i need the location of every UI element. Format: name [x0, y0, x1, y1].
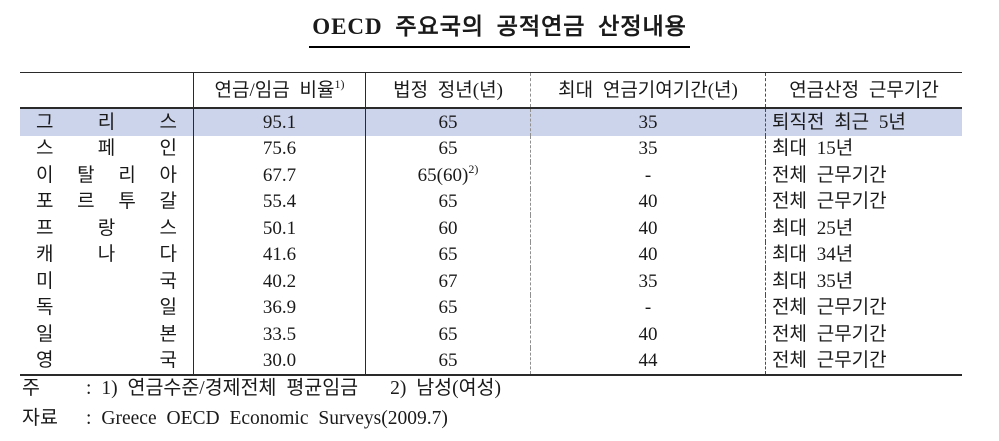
cell-max-contrib: 40 [530, 188, 765, 215]
header-ratio-label: 연금/임금 비율 [214, 79, 335, 101]
note-text-1: 1) 연금수준/경제전체 평균임금 [101, 378, 359, 399]
cell-retire-age: 65(60) 2) [365, 162, 530, 189]
header-retire-age: 법정 정년(년) [365, 73, 530, 107]
cell-retire-age: 60 [365, 215, 530, 242]
cell-ratio: 95.1 [193, 109, 365, 136]
cell-retire-age: 65 [365, 135, 530, 162]
cell-period: 퇴직전 최근 5년 [765, 109, 962, 136]
title-wrap: OECD 주요국의 공적연금 산정내용 [0, 7, 999, 48]
note-label: 주 [22, 378, 40, 399]
cell-retire-age: 65 [365, 188, 530, 215]
header-country [20, 73, 193, 107]
cell-max-contrib: 35 [530, 268, 765, 295]
cell-max-contrib: 35 [530, 135, 765, 162]
note-text-2: 2) 남성(여성) [390, 378, 501, 399]
cell-max-contrib: 40 [530, 215, 765, 242]
cell-period: 전체 근무기간 [765, 188, 962, 215]
cell-period: 최대 35년 [765, 268, 962, 295]
source-line: 자료: Greece OECD Economic Surveys(2009.7) [22, 404, 501, 434]
cell-ratio: 67.7 [193, 162, 365, 189]
cell-max-contrib: - [530, 294, 765, 321]
retire-age-value: 65(60) [417, 164, 469, 186]
pension-table: 연금/임금 비율 1) 법정 정년(년) 최대 연금기여기간(년) 연금산정 근무… [20, 72, 962, 376]
cell-period: 최대 25년 [765, 215, 962, 242]
cell-max-contrib: - [530, 162, 765, 189]
cell-retire-age: 65 [365, 241, 530, 268]
footnotes: 주:1) 연금수준/경제전체 평균임금 2) 남성(여성) 자료: Greece O… [22, 374, 501, 434]
cell-retire-age: 65 [365, 294, 530, 321]
cell-retire-age: 67 [365, 268, 530, 295]
source-label: 자료 [22, 408, 58, 429]
cell-ratio: 50.1 [193, 215, 365, 242]
header-ratio: 연금/임금 비율 1) [193, 73, 365, 107]
cell-ratio: 36.9 [193, 294, 365, 321]
cell-retire-age: 65 [365, 347, 530, 374]
cell-max-contrib: 35 [530, 109, 765, 136]
source-colon: : [86, 408, 92, 429]
note-colon: : [86, 378, 92, 399]
header-max-contrib: 최대 연금기여기간(년) [530, 73, 765, 107]
cell-retire-age: 65 [365, 109, 530, 136]
cell-period: 최대 15년 [765, 135, 962, 162]
cell-period: 전체 근무기간 [765, 321, 962, 348]
cell-period: 전체 근무기간 [765, 162, 962, 189]
source-text: Greece OECD Economic Surveys(2009.7) [101, 408, 448, 429]
cell-period: 최대 34년 [765, 241, 962, 268]
cell-ratio: 75.6 [193, 135, 365, 162]
note-line: 주:1) 연금수준/경제전체 평균임금 2) 남성(여성) [22, 374, 501, 404]
cell-max-contrib: 40 [530, 241, 765, 268]
cell-ratio: 33.5 [193, 321, 365, 348]
cell-ratio: 30.0 [193, 347, 365, 374]
header-period: 연금산정 근무기간 [765, 73, 962, 107]
cell-period: 전체 근무기간 [765, 347, 962, 374]
cell-retire-age: 65 [365, 321, 530, 348]
cell-ratio: 41.6 [193, 241, 365, 268]
table-header-row: 연금/임금 비율 1) 법정 정년(년) 최대 연금기여기간(년) 연금산정 근무… [20, 73, 962, 109]
cell-ratio: 40.2 [193, 268, 365, 295]
cell-ratio: 55.4 [193, 188, 365, 215]
page-title: OECD 주요국의 공적연금 산정내용 [309, 7, 690, 48]
cell-max-contrib: 40 [530, 321, 765, 348]
cell-max-contrib: 44 [530, 347, 765, 374]
cell-period: 전체 근무기간 [765, 294, 962, 321]
